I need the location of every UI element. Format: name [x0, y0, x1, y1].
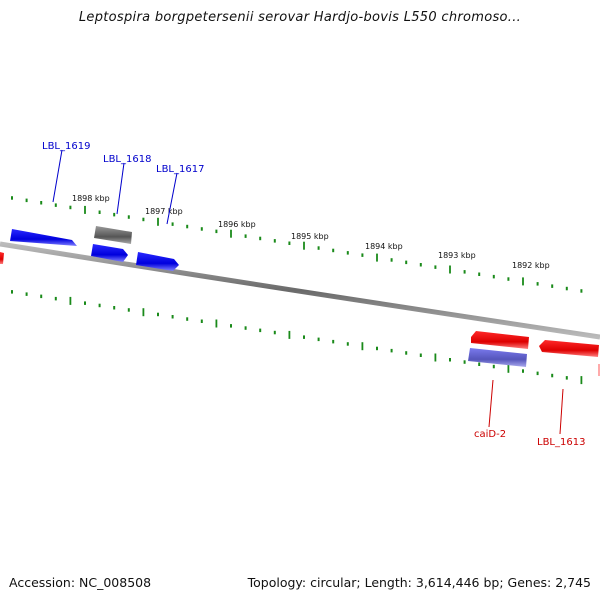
tick-label-1895: 1895 kbp: [291, 232, 329, 241]
gene-label-lbl-1617[interactable]: LBL_1617: [156, 164, 204, 175]
lower-tick-ruler: [11, 290, 583, 385]
tick-label-1898: 1898 kbp: [72, 194, 110, 203]
gene-reverse-arrow[interactable]: [471, 331, 529, 349]
gene-lbl-1619-arrow[interactable]: [10, 229, 77, 246]
tick-label-1897: 1897 kbp: [145, 207, 183, 216]
map-title: Leptospira borgpetersenii serovar Hardjo…: [78, 10, 522, 25]
leader-lbl-1619: [52, 149, 63, 203]
genome-summary-text: Topology: circular; Length: 3,614,446 bp…: [247, 575, 591, 590]
gene-label-lbl-1618[interactable]: LBL_1618: [103, 154, 151, 165]
gene-label-caid-2[interactable]: caiD-2: [474, 429, 506, 440]
upper-tick-ruler: [11, 196, 583, 293]
gene-fragment-left: [0, 252, 4, 264]
gene-lbl-1617-arrow[interactable]: [136, 252, 179, 271]
tick-labels: 1898 kbp 1897 kbp 1896 kbp 1895 kbp 1894…: [72, 194, 550, 270]
accession-text: Accession: NC_008508: [9, 575, 152, 590]
tick-label-1896: 1896 kbp: [218, 220, 256, 229]
gene-label-lbl-1613[interactable]: LBL_1613: [537, 437, 585, 448]
chromosome-backbone: [0, 241, 600, 340]
gene-lbl-1613-arrow[interactable]: [539, 340, 599, 357]
tick-label-1892: 1892 kbp: [512, 261, 550, 270]
leader-caid-2: [488, 379, 494, 428]
gene-lbl-1618-arrow[interactable]: [94, 226, 132, 244]
gene-caid-2-arrow[interactable]: [468, 348, 527, 367]
leader-lbl-1617: [166, 172, 178, 225]
gene-label-lbl-1619[interactable]: LBL_1619: [42, 141, 90, 152]
gene-lbl-1617a-arrow[interactable]: [91, 244, 128, 262]
leader-lbl-1618: [116, 162, 125, 215]
tick-label-1893: 1893 kbp: [438, 251, 476, 260]
tick-label-1894: 1894 kbp: [365, 242, 403, 251]
leader-lbl-1613: [559, 388, 564, 435]
